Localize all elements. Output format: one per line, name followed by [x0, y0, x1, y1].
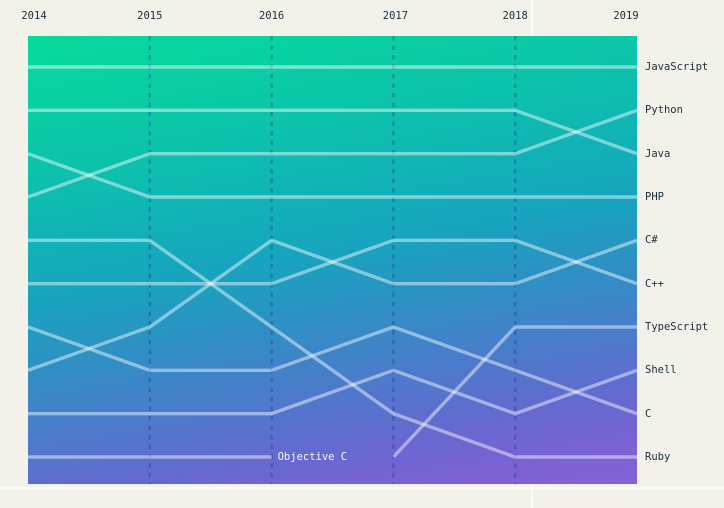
- language-label-java: Java: [645, 147, 671, 160]
- year-label-2017: 2017: [382, 10, 409, 22]
- year-label-2018: 2018: [502, 10, 528, 22]
- language-label-shell: Shell: [645, 364, 677, 377]
- series-line-python: [28, 108, 637, 199]
- year-label-2019: 2019: [613, 10, 639, 22]
- series-line-java: [28, 108, 637, 156]
- language-label-python: Python: [645, 104, 683, 117]
- series-line-shell: [28, 368, 637, 416]
- year-label-2016: 2016: [258, 10, 285, 22]
- year-label-2014: 2014: [21, 10, 47, 22]
- language-label-typescript: TypeScript: [645, 320, 709, 333]
- year-label-2015: 2015: [137, 10, 163, 22]
- language-label-c: C++: [645, 277, 664, 290]
- series-line-php: [28, 152, 637, 199]
- series-line-c: [28, 325, 637, 416]
- inline-label-objective-c: Objective C: [277, 450, 348, 463]
- bump-chart-plot-area: Objective C: [28, 36, 637, 484]
- language-label-c: C#: [645, 234, 658, 247]
- language-label-javascript: JavaScript: [645, 61, 709, 73]
- language-label-ruby: Ruby: [645, 450, 671, 463]
- year-axis: 2014 2015 2016 2017 2018 2019: [0, 0, 724, 36]
- language-label-php: PHP: [645, 190, 664, 203]
- language-label-c: C: [645, 407, 652, 420]
- series-line-ruby: [28, 238, 637, 459]
- series-line-c: [28, 238, 637, 372]
- series-line-c: [28, 238, 637, 286]
- bump-chart-svg: [28, 36, 637, 484]
- series-line-typescript: [392, 325, 637, 459]
- page-grid-horizontal-line: [0, 487, 724, 489]
